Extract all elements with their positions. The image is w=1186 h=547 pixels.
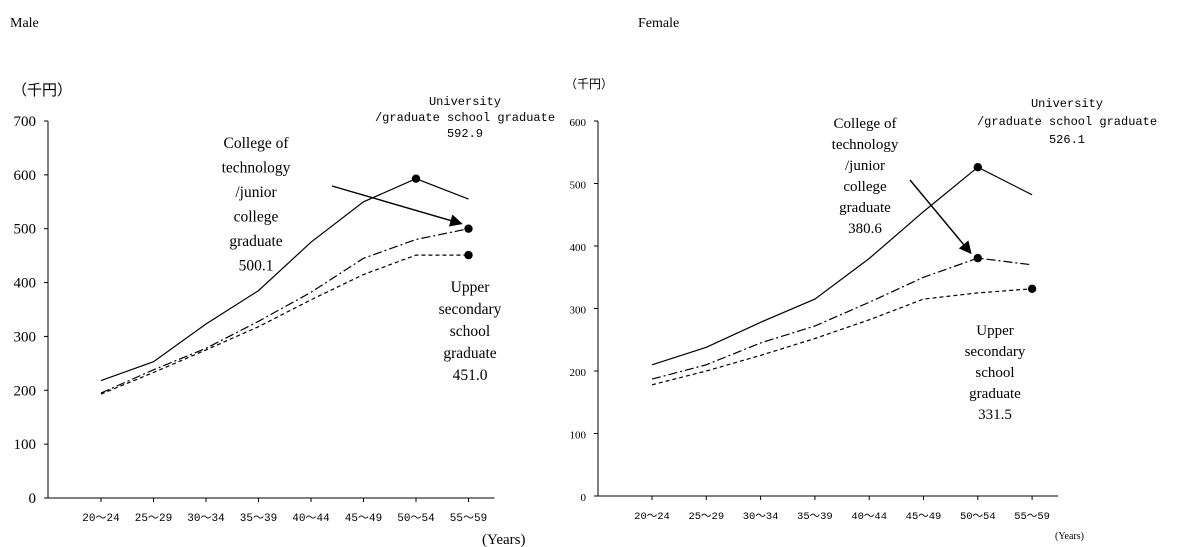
y-tick-label: 600 — [14, 168, 37, 184]
x-tick-label: 30～34 — [187, 513, 225, 525]
x-tick-label: 20～24 — [634, 511, 670, 523]
x-tick-label: 45～49 — [345, 513, 382, 525]
label-college-line: /junior — [845, 158, 885, 174]
x-axis-label: (Years) — [482, 532, 525, 547]
label-upper-line: 331.5 — [978, 407, 1012, 423]
chart-female: Female （千円） (Years) 0 100 200 300 400 500 600 20～2… — [565, 16, 1157, 542]
label-university-line: University — [1031, 97, 1103, 111]
x-tick-label: 40～44 — [292, 513, 330, 525]
series-marker-university — [973, 162, 982, 172]
series-marker-university — [411, 174, 421, 183]
label-university-line: University — [429, 95, 501, 109]
label-college-line: /junior — [235, 184, 277, 201]
label-college-line: College of — [834, 116, 897, 132]
y-tick-label: 300 — [570, 305, 587, 317]
x-tick-label: 55～59 — [1014, 511, 1050, 523]
arrow-college — [909, 179, 972, 255]
y-tick-label: 700 — [14, 114, 37, 130]
x-axis-label: (Years) — [1055, 531, 1084, 542]
x-tick-label: 25～29 — [135, 513, 172, 525]
series-line-college — [651, 257, 1033, 380]
label-college-line: College of — [224, 135, 290, 152]
series-marker-college — [973, 253, 982, 263]
label-college-line: graduate — [839, 200, 891, 216]
x-tick-label: 50～54 — [960, 511, 996, 523]
label-college-line: 380.6 — [848, 221, 882, 237]
y-tick-label: 500 — [570, 180, 587, 192]
series-line-university — [100, 178, 469, 382]
series-marker-upper — [464, 250, 473, 260]
unit-label: （千円） — [12, 82, 72, 99]
label-college-line: college — [843, 179, 887, 195]
y-tick-label: 600 — [570, 117, 587, 129]
label-upper-line: graduate — [969, 386, 1021, 402]
label-upper-line: Upper — [976, 323, 1014, 339]
label-college-line: technology — [832, 137, 899, 153]
chart-title: Male — [10, 16, 39, 31]
y-tick-label: 100 — [14, 437, 37, 453]
label-college-line: technology — [222, 160, 291, 177]
label-university-line: /graduate school graduate — [977, 115, 1157, 129]
series-marker-college — [464, 224, 473, 233]
series-line-university — [651, 166, 1033, 366]
label-university-line: 592.9 — [447, 127, 483, 141]
chart-male: Male （千円） (Years) 0 100 200 300 400 500 600 700 20～… — [10, 16, 555, 547]
x-tick-label: 20～24 — [82, 513, 120, 525]
label-upper-line: school — [450, 323, 490, 340]
arrow-college — [331, 185, 463, 227]
label-college-line: graduate — [229, 233, 282, 250]
label-upper-line: secondary — [439, 301, 502, 318]
series-marker-upper — [1027, 284, 1037, 294]
series-line-college — [100, 228, 469, 394]
y-tick-label: 0 — [29, 491, 37, 507]
x-tick-label: 45～49 — [906, 511, 942, 523]
label-college-line: 500.1 — [239, 258, 274, 275]
y-tick-label: 400 — [570, 242, 587, 254]
chart-title: Female — [638, 16, 679, 31]
label-upper-line: school — [975, 365, 1014, 381]
label-university-line: /graduate school graduate — [375, 111, 555, 125]
y-tick-label: 100 — [570, 430, 587, 442]
x-tick-label: 40～44 — [851, 511, 887, 523]
label-upper-line: 451.0 — [453, 367, 488, 384]
y-tick-label: 200 — [570, 367, 587, 379]
unit-label: （千円） — [565, 77, 613, 91]
y-tick-label: 300 — [14, 329, 37, 345]
label-college-line: college — [234, 209, 279, 226]
x-tick-label: 25～29 — [688, 511, 724, 523]
label-upper-line: secondary — [965, 344, 1026, 360]
y-tick-label: 0 — [581, 492, 587, 504]
x-tick-label: 30～34 — [743, 511, 779, 523]
label-university-line: 526.1 — [1049, 133, 1085, 147]
series-line-upper — [651, 288, 1033, 386]
x-tick-label: 35～39 — [797, 511, 833, 523]
y-tick-label: 200 — [14, 383, 37, 399]
label-upper-line: graduate — [443, 345, 496, 362]
y-tick-label: 500 — [14, 222, 37, 238]
label-upper-line: Upper — [451, 279, 491, 296]
y-tick-label: 400 — [14, 276, 37, 292]
series-line-upper — [100, 254, 469, 395]
x-tick-label: 50～54 — [397, 513, 435, 525]
x-tick-label: 55～59 — [450, 513, 487, 525]
x-tick-label: 35～39 — [240, 513, 277, 525]
